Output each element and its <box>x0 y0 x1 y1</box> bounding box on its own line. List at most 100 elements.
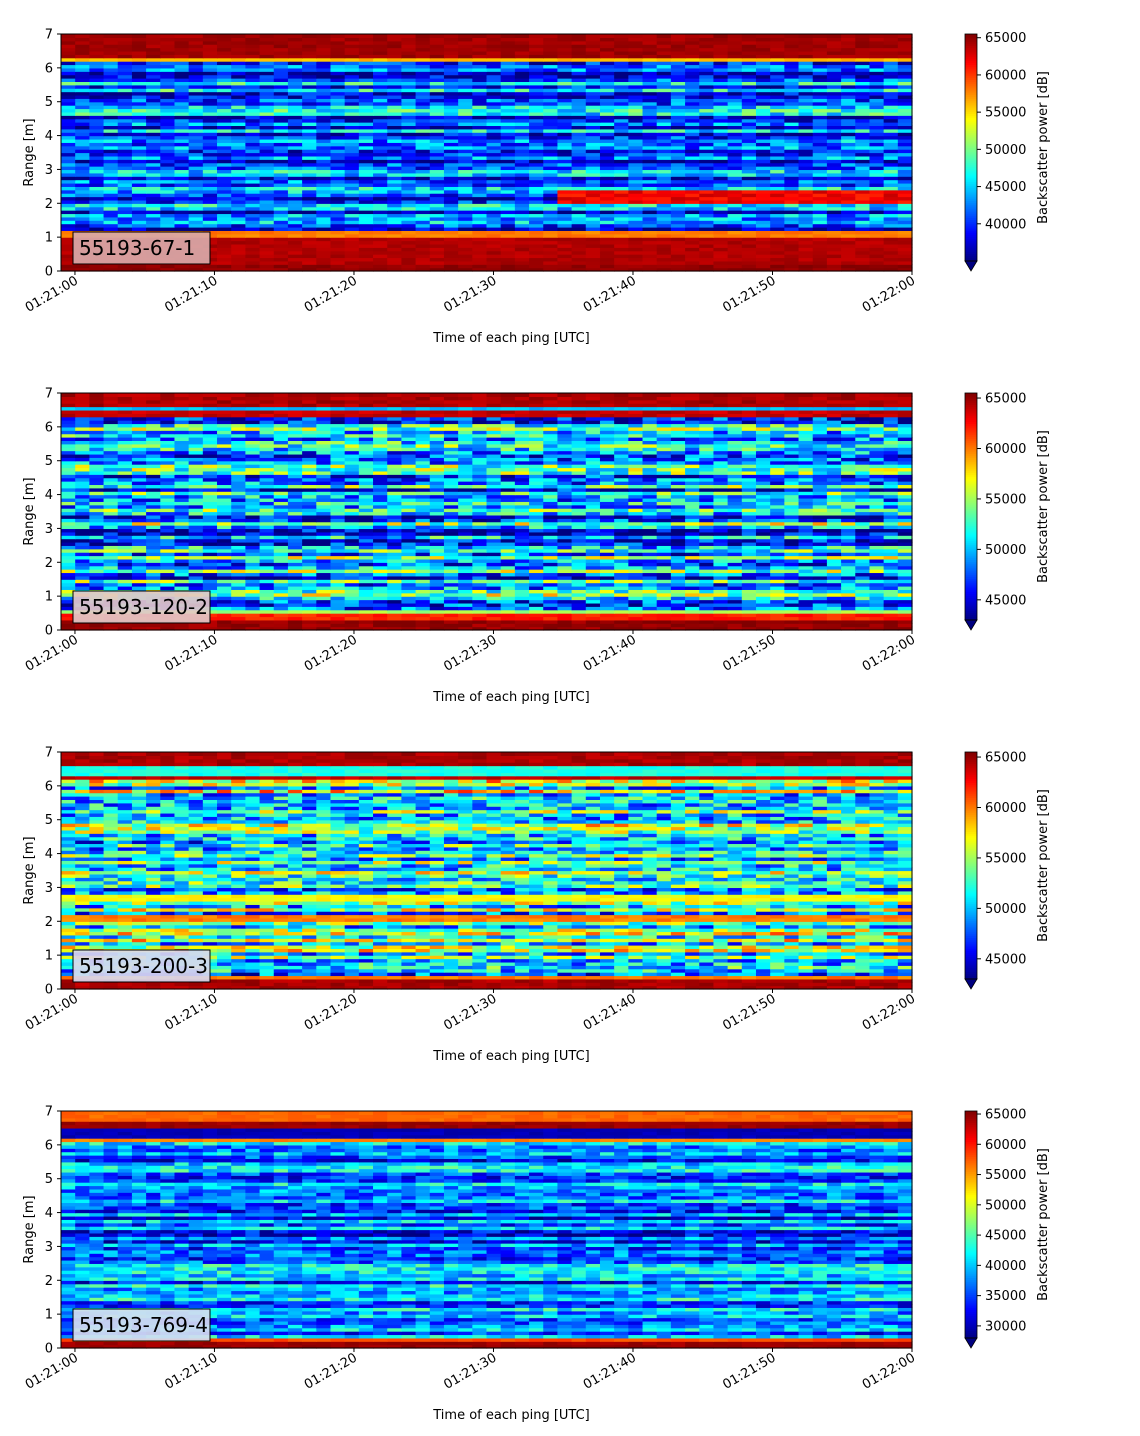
heatmap-cell <box>344 267 360 272</box>
heatmap-cell <box>741 267 757 272</box>
heatmap-cell <box>387 223 402 228</box>
heatmap-cell <box>571 260 587 265</box>
heatmap-cell <box>543 267 559 272</box>
heatmap-cell <box>727 257 743 262</box>
heatmap-cell <box>302 240 317 245</box>
heatmap-cell <box>599 216 615 221</box>
heatmap-cell <box>259 247 275 252</box>
heatmap-cell <box>103 220 119 225</box>
heatmap-cell <box>344 243 360 248</box>
heatmap-cell <box>713 233 729 238</box>
heatmap-cell <box>217 250 232 255</box>
heatmap-cell <box>656 220 672 225</box>
heatmap-cell <box>628 216 644 221</box>
heatmap-cell <box>543 254 559 259</box>
heatmap-cell <box>543 233 559 238</box>
heatmap-cell <box>217 240 232 245</box>
heatmap-cell <box>727 267 743 272</box>
heatmap-cell <box>273 247 289 252</box>
heatmap-cell <box>89 226 105 231</box>
heatmap-cell <box>514 267 530 272</box>
x-tick-label: 01:21:40 <box>581 273 639 315</box>
heatmap-cell <box>557 247 573 252</box>
heatmap-cell <box>826 216 842 221</box>
heatmap-cell <box>472 243 488 248</box>
heatmap-cell <box>458 250 473 255</box>
heatmap-cell <box>443 233 459 238</box>
heatmap-cell <box>443 247 459 252</box>
heatmap-cell <box>642 254 658 259</box>
heatmap-cell <box>61 257 76 262</box>
heatmap-cell <box>202 223 218 228</box>
heatmap-cell <box>61 254 76 259</box>
heatmap-cell <box>685 226 700 231</box>
heatmap-cell <box>826 34 842 38</box>
heatmap-cell <box>245 260 261 265</box>
heatmap-cell <box>883 257 899 262</box>
heatmap-cell <box>131 264 147 269</box>
heatmap-cell <box>146 213 161 218</box>
heatmap-cell <box>245 216 261 221</box>
heatmap-cell <box>259 220 275 225</box>
heatmap-cell <box>89 267 105 272</box>
heatmap-cell <box>373 223 388 228</box>
heatmap-cell <box>741 223 757 228</box>
heatmap-cell <box>316 226 332 231</box>
heatmap-cell <box>713 254 729 259</box>
y-tick-label: 1 <box>45 231 53 246</box>
heatmap-cell <box>373 247 388 252</box>
colorbar-tick-label: 60000 <box>985 68 1026 83</box>
heatmap-cell <box>883 260 899 265</box>
heatmap-cell <box>443 267 459 272</box>
heatmap-cell <box>841 257 856 262</box>
heatmap-cell <box>217 34 232 38</box>
heatmap-cell <box>373 226 388 231</box>
heatmap-cell <box>670 223 686 228</box>
heatmap-cell <box>642 223 658 228</box>
heatmap-cell <box>642 230 658 235</box>
heatmap-cell <box>614 247 629 252</box>
heatmap-cell <box>685 254 700 259</box>
heatmap-cell <box>798 254 814 259</box>
heatmap-cell <box>727 237 743 242</box>
heatmap-cell <box>273 237 289 242</box>
heatmap-cell <box>812 260 828 265</box>
heatmap-cell <box>755 240 771 245</box>
heatmap-cell <box>146 264 161 269</box>
heatmap-cell <box>614 230 629 235</box>
heatmap-cell <box>755 233 771 238</box>
heatmap-cell <box>259 223 275 228</box>
x-tick-label: 01:21:50 <box>720 273 778 315</box>
heatmap-cell <box>330 220 346 225</box>
heatmap-cell <box>259 257 275 262</box>
heatmap-cell <box>614 34 629 38</box>
heatmap-cell <box>770 237 785 242</box>
heatmap-cell <box>401 237 417 242</box>
heatmap-cell <box>443 243 459 248</box>
panel-label: 55193-67-1 <box>79 236 195 260</box>
heatmap-cell <box>429 267 445 272</box>
heatmap-cell <box>443 264 459 269</box>
heatmap-cell <box>160 220 176 225</box>
heatmap-cell <box>443 226 459 231</box>
heatmap-cell <box>344 230 360 235</box>
heatmap-cell <box>897 260 913 265</box>
heatmap-cell <box>401 247 417 252</box>
heatmap-cell <box>614 257 629 262</box>
heatmap-cell <box>387 254 402 259</box>
heatmap-cell <box>302 226 317 231</box>
heatmap-cell <box>741 233 757 238</box>
heatmap-cell <box>344 254 360 259</box>
heatmap-cell <box>897 264 913 269</box>
heatmap-cell <box>897 233 913 238</box>
heatmap-cell <box>443 237 459 242</box>
heatmap-cell <box>401 230 417 235</box>
heatmap-cell <box>231 243 246 248</box>
heatmap-cells <box>61 34 913 272</box>
heatmap-cell <box>543 250 559 255</box>
heatmap-cell <box>855 223 871 228</box>
heatmap-cell <box>472 220 488 225</box>
heatmap-cell <box>443 216 459 221</box>
heatmap-cell <box>117 226 133 231</box>
heatmap-cell <box>514 223 530 228</box>
